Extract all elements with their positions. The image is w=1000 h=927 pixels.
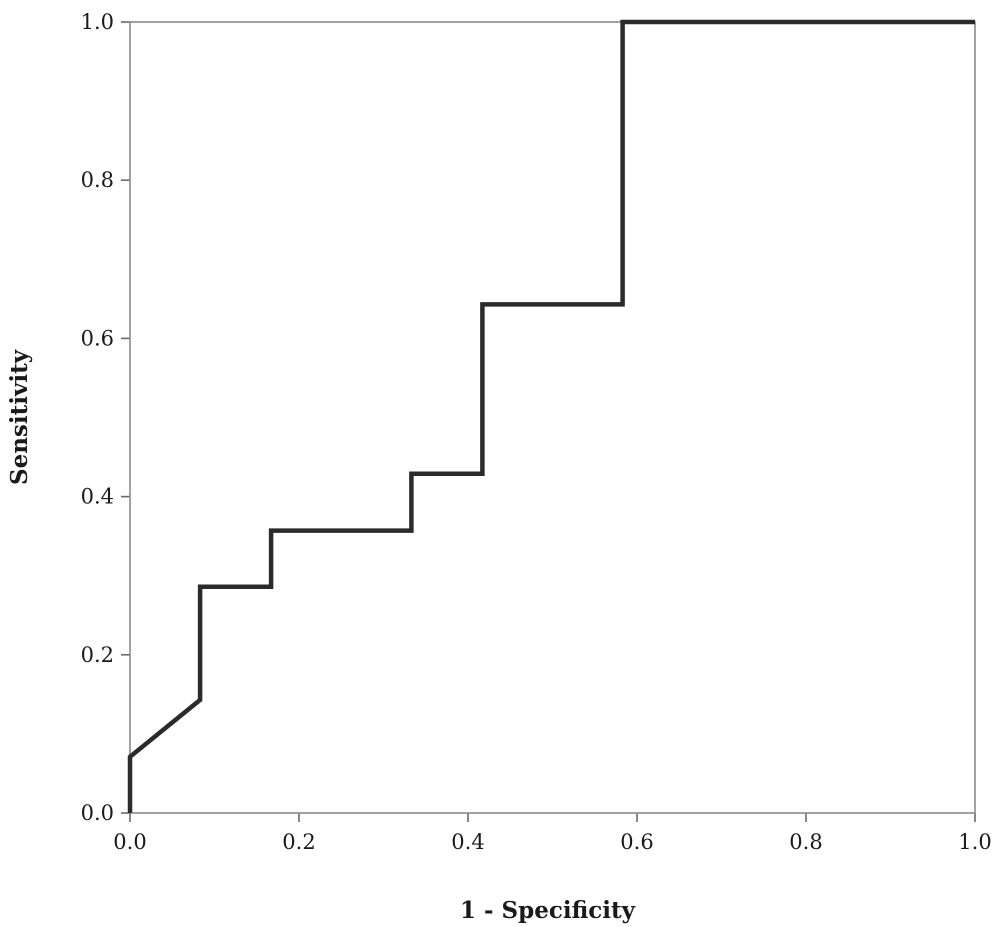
y-tick-label: 0.6 [81,326,114,350]
plot-frame [129,21,976,814]
y-tick-label: 1.0 [81,10,114,34]
x-tick-label: 0.0 [113,830,146,854]
y-axis-title: Sensitivity [6,349,33,485]
x-tick-label: 0.2 [282,830,315,854]
y-tick-label: 0.0 [81,801,114,825]
roc-curve-line [127,19,975,813]
x-tick-label: 0.6 [620,830,653,854]
x-tick-label: 0.8 [789,830,822,854]
y-tick-label: 0.8 [81,168,114,192]
x-axis-title: 1 - Specificity [460,897,636,924]
y-axis-ticks: 0.0 0.2 0.4 0.6 0.8 1.0 [81,10,130,825]
x-tick-label: 1.0 [958,830,991,854]
x-tick-label: 0.4 [451,830,484,854]
y-tick-label: 0.2 [81,643,114,667]
y-tick-label: 0.4 [81,485,114,509]
x-axis-ticks: 0.0 0.2 0.4 0.6 0.8 1.0 [113,813,992,854]
